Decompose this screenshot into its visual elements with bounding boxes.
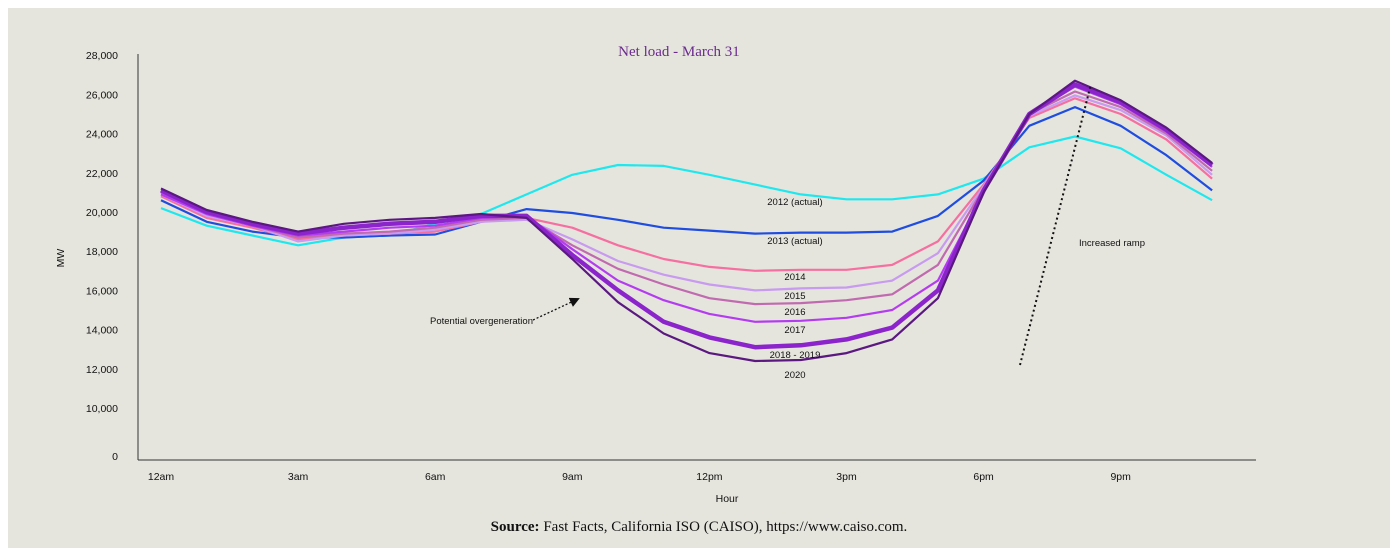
series-line [160,97,1213,272]
y-tick-label: 16,000 [86,285,118,297]
series-line [160,79,1213,363]
series-line [160,94,1213,292]
series-label: 2015 [784,291,805,302]
source-text: Fast Facts, California ISO (CAISO), http… [543,519,908,535]
y-tick-label: 20,000 [86,207,118,219]
series-line [160,85,1213,323]
x-tick-label: 3pm [836,471,857,483]
series-label: 2013 (actual) [767,236,822,247]
y-tick-label: 18,000 [86,246,118,258]
y-tick-label: 26,000 [86,89,118,101]
series-label: 2014 [784,272,805,283]
x-tick-label: 12am [148,471,175,483]
series-label: 2016 [784,307,805,318]
x-tick-label: 12pm [696,471,723,483]
y-tick-label: 22,000 [86,168,118,180]
series-label: 2018 - 2019 [770,350,821,361]
y-tick-label: 0 [112,451,118,463]
series-label: 2012 (actual) [767,197,822,208]
series-label: 2017 [784,325,805,336]
chart-title: Net load - March 31 [618,44,740,60]
chart-panel: Net load - March 31 MW Hour 0 10,000 12,00… [8,8,1390,548]
source-citation: Source: Fast Facts, California ISO (CAIS… [8,519,1390,536]
overgeneration-annotation: Potential overgeneration [430,316,533,327]
series-line [160,90,1213,306]
overgeneration-arrow [532,297,580,321]
series-line [160,105,1213,239]
x-tick-label: 6am [425,471,446,483]
x-tick-label: 9pm [1110,471,1131,483]
increased-ramp-line [1019,83,1092,366]
x-tick-label: 9am [562,471,583,483]
net-load-chart: Net load - March 31 MW Hour 0 10,000 12,00… [55,44,1256,505]
x-tick-label: 3am [288,471,309,483]
series-label: 2020 [784,370,805,381]
x-axis-label: Hour [716,493,739,505]
y-tick-label: 10,000 [86,403,118,415]
y-tick-label: 28,000 [86,50,118,62]
y-axis-label: MW [55,249,67,268]
increased-ramp-annotation: Increased ramp [1079,238,1145,249]
y-tick-label: 24,000 [86,129,118,141]
source-label: Source: [490,519,540,535]
x-tick-label: 6pm [973,471,994,483]
y-tick-label: 14,000 [86,325,118,337]
y-tick-label: 12,000 [86,364,118,376]
series-line [160,135,1213,247]
